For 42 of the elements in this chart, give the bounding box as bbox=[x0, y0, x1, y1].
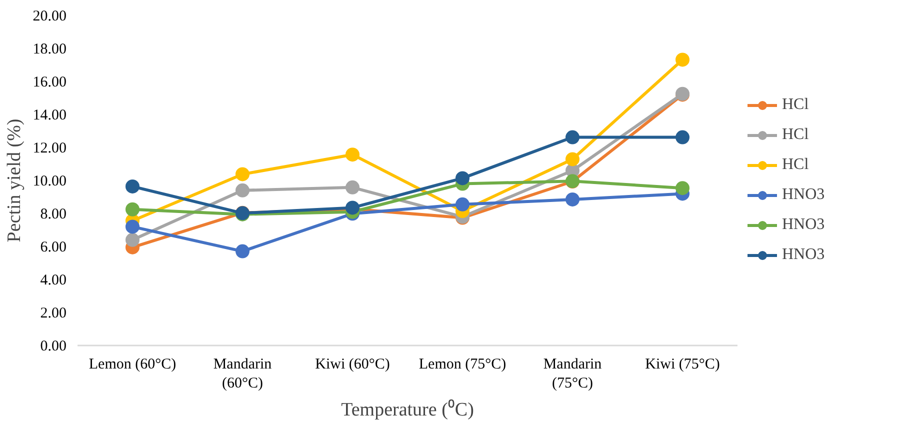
y-tick-label: 18.00 bbox=[32, 42, 66, 58]
x-tick-label: Mandarin (60°C) bbox=[213, 356, 272, 392]
x-tick-label: Lemon (60°C) bbox=[88, 356, 176, 372]
y-tick-label: 4.00 bbox=[40, 272, 66, 288]
point bbox=[346, 148, 360, 162]
y-tick-label: 2.00 bbox=[40, 306, 66, 322]
y-tick-label: 10.00 bbox=[32, 174, 66, 190]
x-tick-label: Kiwi (60°C) bbox=[315, 356, 390, 372]
legend-label: HCl bbox=[782, 126, 809, 144]
point bbox=[236, 244, 250, 258]
y-tick-label: 14.00 bbox=[32, 108, 66, 124]
legend-label: HNO3 bbox=[782, 246, 825, 264]
point bbox=[346, 180, 360, 194]
point bbox=[676, 181, 690, 196]
point bbox=[566, 192, 580, 206]
y-tick-label: 8.00 bbox=[40, 206, 66, 222]
point bbox=[456, 171, 470, 186]
y-axis-title: Pectin yield (%) bbox=[4, 118, 25, 242]
y-tick-label: 12.00 bbox=[32, 140, 66, 156]
y-tick-label: 20.00 bbox=[32, 8, 66, 24]
legend-label: HCl bbox=[782, 156, 809, 174]
point bbox=[126, 220, 140, 234]
legend-label: HNO3 bbox=[782, 216, 825, 234]
point bbox=[126, 202, 140, 216]
point bbox=[566, 130, 580, 144]
point bbox=[676, 130, 690, 144]
point bbox=[126, 179, 140, 194]
point bbox=[676, 52, 690, 67]
legend-label: HCl bbox=[782, 96, 809, 114]
point bbox=[566, 152, 580, 166]
point bbox=[236, 167, 250, 182]
point bbox=[456, 197, 470, 212]
x-tick-label: Kiwi (75°C) bbox=[645, 356, 720, 372]
point bbox=[126, 232, 140, 247]
y-tick-label: 0.00 bbox=[40, 338, 66, 354]
y-tick-label: 16.00 bbox=[32, 74, 66, 90]
x-tick-label: Mandarin (75°C) bbox=[543, 356, 602, 392]
x-axis-title: Temperature (⁰C) bbox=[341, 398, 474, 421]
x-tick-label: Lemon (75°C) bbox=[418, 356, 506, 372]
legend-label: HNO3 bbox=[782, 186, 825, 204]
point bbox=[236, 183, 250, 198]
y-tick-label: 6.00 bbox=[40, 240, 66, 256]
